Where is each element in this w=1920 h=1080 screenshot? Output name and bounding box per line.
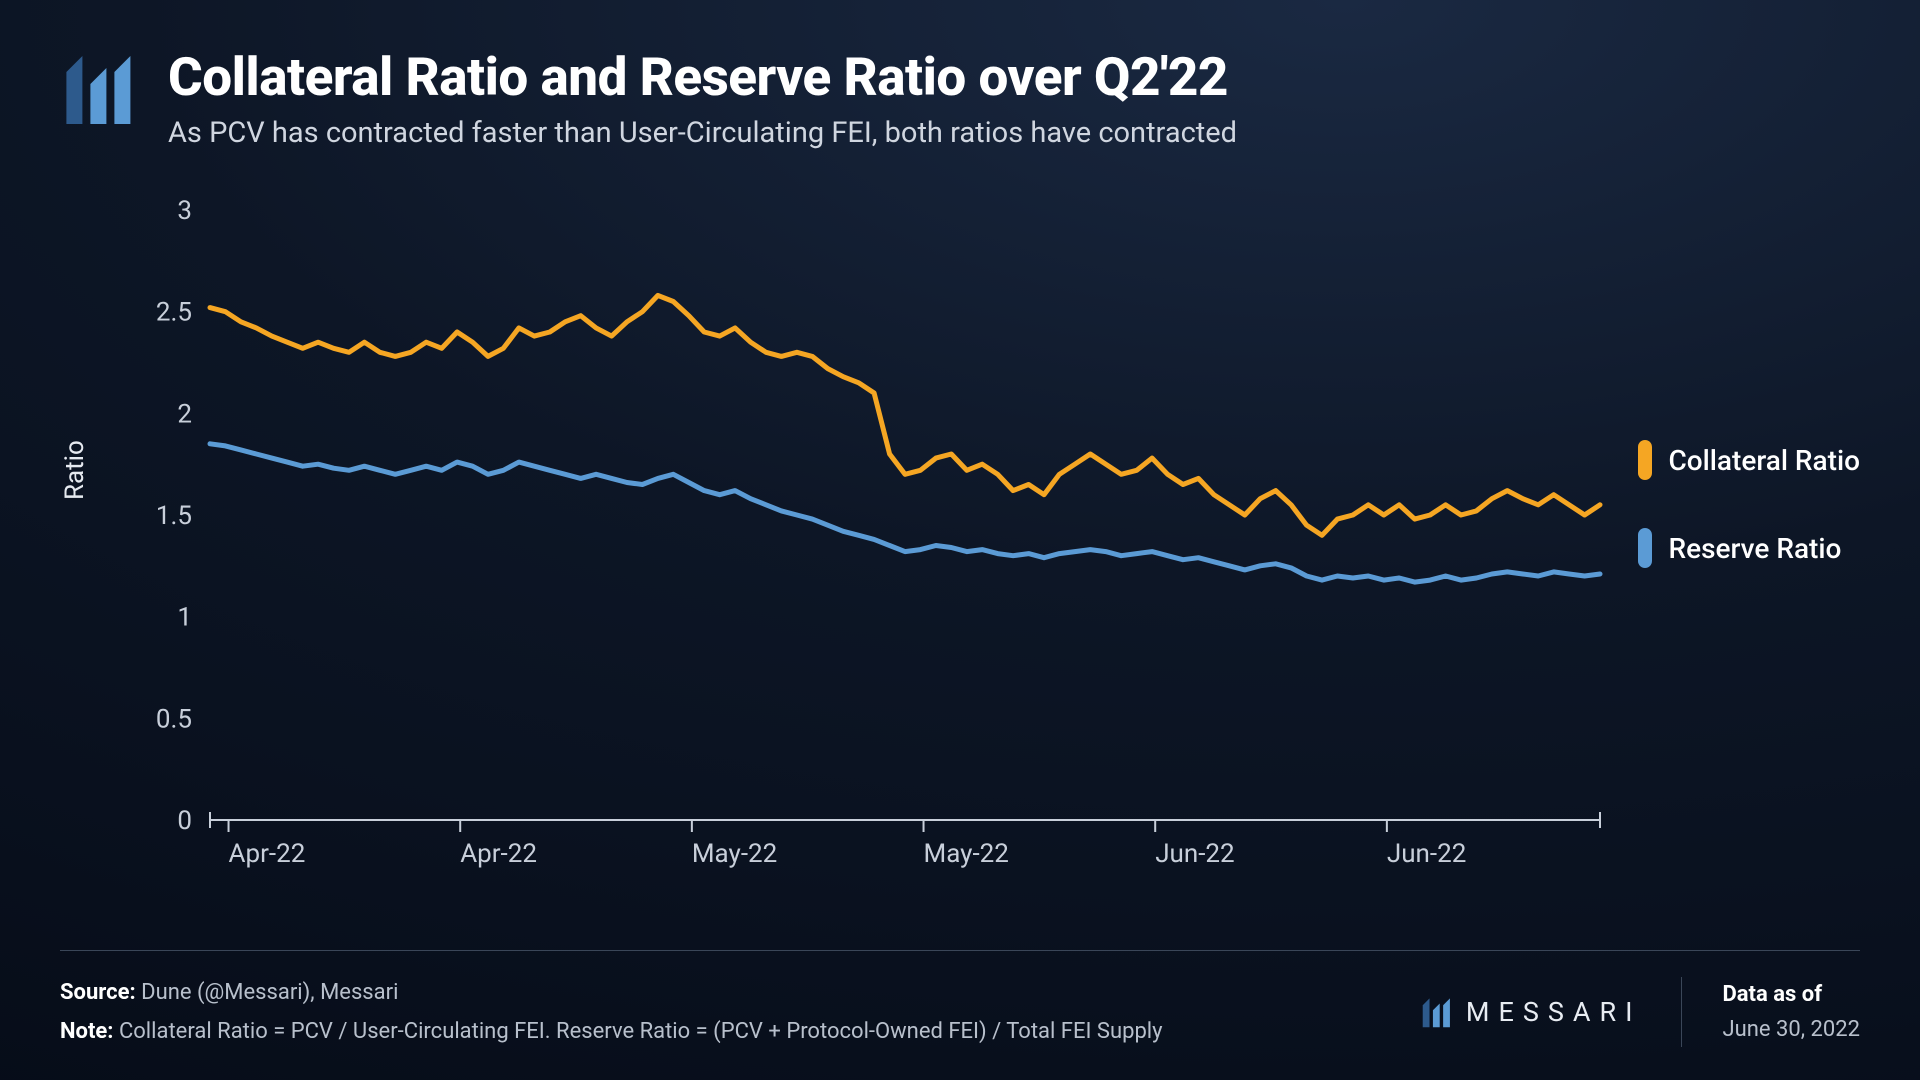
- chart-area: Ratio 0 0.5 1 1.5 2 2.5 3 Apr-22 Apr-22 May-22 May…: [60, 200, 1860, 900]
- svg-text:2: 2: [177, 399, 192, 429]
- legend: Collateral Ratio Reserve Ratio: [1638, 440, 1860, 616]
- svg-text:0.5: 0.5: [156, 704, 192, 734]
- svg-text:Apr-22: Apr-22: [229, 839, 306, 869]
- y-axis-label: Ratio: [60, 440, 90, 500]
- svg-text:Jun-22: Jun-22: [1387, 839, 1466, 869]
- legend-swatch-icon: [1638, 528, 1652, 568]
- legend-item-reserve: Reserve Ratio: [1638, 528, 1860, 568]
- footer-meta: Source: Dune (@Messari), Messari Note: C…: [60, 973, 1163, 1052]
- date-value: June 30, 2022: [1722, 1017, 1860, 1042]
- source-text: Dune (@Messari), Messari: [141, 980, 398, 1005]
- footer-brand: MESSARI: [1420, 995, 1642, 1029]
- svg-text:1.5: 1.5: [156, 501, 192, 531]
- svg-text:May-22: May-22: [924, 839, 1009, 869]
- svg-text:Jun-22: Jun-22: [1155, 839, 1234, 869]
- footer-divider: [1681, 977, 1682, 1047]
- svg-text:1: 1: [177, 603, 192, 633]
- note-text: Collateral Ratio = PCV / User-Circulatin…: [119, 1019, 1163, 1044]
- footer-brand-text: MESSARI: [1466, 996, 1642, 1028]
- svg-text:May-22: May-22: [692, 839, 777, 869]
- note-label: Note:: [60, 1019, 113, 1044]
- legend-label: Reserve Ratio: [1668, 532, 1841, 565]
- legend-item-collateral: Collateral Ratio: [1638, 440, 1860, 480]
- legend-swatch-icon: [1638, 440, 1652, 480]
- messari-logo-icon: [60, 48, 140, 128]
- footer: Source: Dune (@Messari), Messari Note: C…: [60, 950, 1860, 1080]
- svg-text:3: 3: [177, 200, 192, 226]
- header: Collateral Ratio and Reserve Ratio over …: [60, 48, 1237, 150]
- svg-text:Apr-22: Apr-22: [460, 839, 537, 869]
- line-chart: 0 0.5 1 1.5 2 2.5 3 Apr-22 Apr-22 May-22 May-22 Jun…: [100, 200, 1620, 900]
- svg-text:0: 0: [177, 806, 192, 836]
- chart-title: Collateral Ratio and Reserve Ratio over …: [168, 48, 1237, 106]
- messari-small-logo-icon: [1420, 995, 1454, 1029]
- date-label: Data as of: [1722, 977, 1860, 1012]
- source-label: Source:: [60, 980, 136, 1005]
- chart-subtitle: As PCV has contracted faster than User-C…: [168, 116, 1237, 150]
- footer-date: Data as of June 30, 2022: [1722, 977, 1860, 1047]
- legend-label: Collateral Ratio: [1668, 444, 1860, 477]
- svg-text:2.5: 2.5: [156, 298, 192, 328]
